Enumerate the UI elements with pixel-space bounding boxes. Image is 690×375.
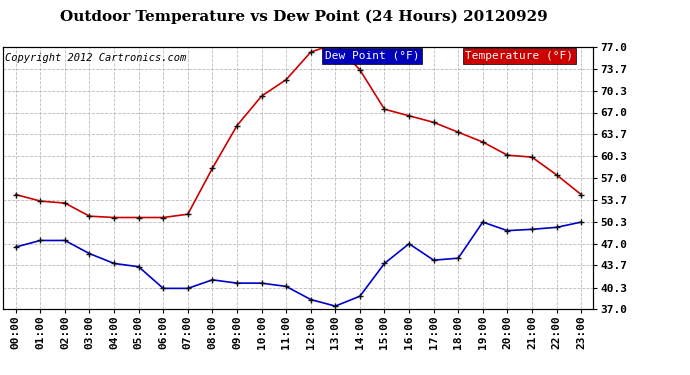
Text: Temperature (°F): Temperature (°F) bbox=[465, 51, 573, 61]
Text: Copyright 2012 Cartronics.com: Copyright 2012 Cartronics.com bbox=[5, 54, 186, 63]
Text: Outdoor Temperature vs Dew Point (24 Hours) 20120929: Outdoor Temperature vs Dew Point (24 Hou… bbox=[60, 9, 547, 24]
Text: Dew Point (°F): Dew Point (°F) bbox=[325, 51, 420, 61]
